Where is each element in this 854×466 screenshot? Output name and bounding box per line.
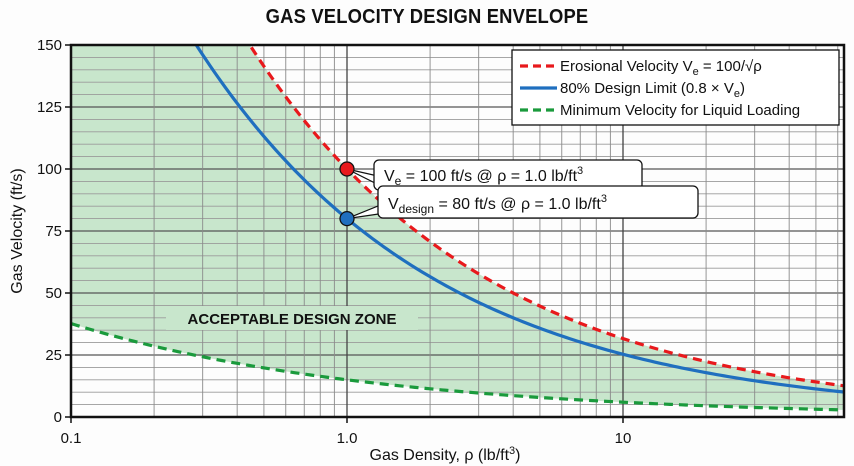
callout-text: Vdesign = 80 ft/s @ ρ = 1.0 lb/ft3 xyxy=(388,193,607,216)
callouts: Ve = 100 ft/s @ ρ = 1.0 lb/ft3 Vdesign = … xyxy=(339,159,699,227)
legend: Erosional Velocity Ve = 100/√ρ80% Design… xyxy=(511,49,840,126)
axes: 0 25 50 75 100 125 150 0.1 1.0 10 xyxy=(37,37,631,447)
x-tick-label: 0.1 xyxy=(61,430,82,447)
x-tick-label: 1.0 xyxy=(337,430,358,447)
y-tick-label: 100 xyxy=(37,161,62,178)
x-axis-label: Gas Density, ρ (lb/ft3) xyxy=(370,445,521,464)
data-point-marker xyxy=(339,210,355,227)
series-line-2 xyxy=(194,45,844,394)
legend-box xyxy=(511,49,840,126)
y-tick-label: 0 xyxy=(54,409,62,426)
series-lines xyxy=(71,45,844,412)
callout-box xyxy=(377,185,699,219)
series-line-1 xyxy=(247,45,844,388)
callout-text: Ve = 100 ft/s @ ρ = 1.0 lb/ft3 xyxy=(384,165,583,188)
zone-label: ACCEPTABLE DESIGN ZONE xyxy=(166,306,418,330)
zone-label-bg xyxy=(166,306,418,330)
y-tick-label: 150 xyxy=(37,37,62,54)
y-axis-label: Gas Velocity (ft/s) xyxy=(9,168,26,293)
chart-title: GAS VELOCITY DESIGN ENVELOPE xyxy=(265,6,589,28)
legend-label-3: Minimum Velocity for Liquid Loading xyxy=(560,102,800,119)
series-line-3 xyxy=(71,322,844,412)
x-tick-label: 10 xyxy=(615,430,632,447)
data-point-marker xyxy=(339,161,355,177)
y-tick-label: 25 xyxy=(45,347,62,364)
axis-labels: Gas Density, ρ (lb/ft3) Gas Velocity (ft/… xyxy=(9,168,520,464)
grid-lines xyxy=(71,45,844,417)
legend-label-1: Erosional Velocity Ve = 100/√ρ xyxy=(560,58,762,78)
y-tick-label: 125 xyxy=(37,99,62,116)
legend-label-2: 80% Design Limit (0.8 × Ve) xyxy=(560,80,745,100)
y-tick-label: 75 xyxy=(45,223,62,240)
zone-label-text: ACCEPTABLE DESIGN ZONE xyxy=(188,311,397,328)
callout-2: Vdesign = 80 ft/s @ ρ = 1.0 lb/ft3 xyxy=(339,185,699,227)
y-tick-label: 50 xyxy=(45,285,62,302)
